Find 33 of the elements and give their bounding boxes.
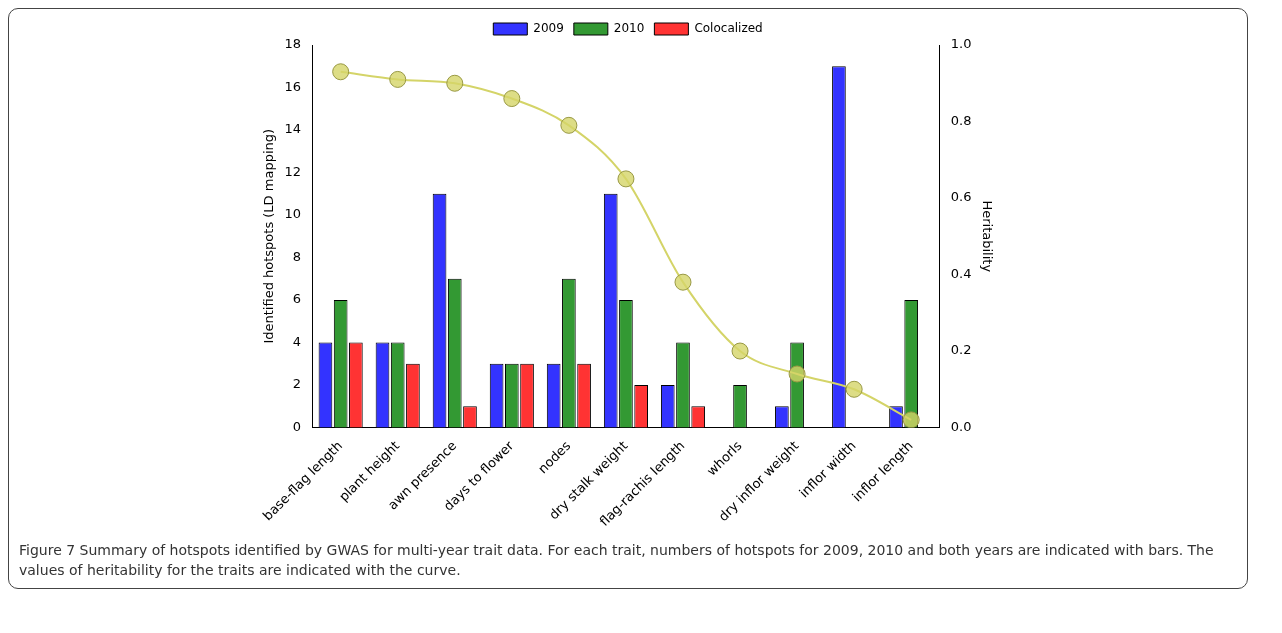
caption: Figure 7 Summary of hotspots identified by GWAS for multi-year trait data. For each trait, numbers of hotspots for 2009, 2010 and both years are indicated with bars. The values of heritability for the traits are indicated with the curve. xyxy=(19,541,1215,580)
y2-tick-label: 0.0 xyxy=(950,418,972,434)
point xyxy=(446,74,464,92)
point xyxy=(332,63,350,81)
legend-label: Colocalized xyxy=(694,21,763,36)
y2-tick-label: 1.0 xyxy=(950,36,972,52)
y-tick-label: 16 xyxy=(284,78,302,94)
legend-label: 2010 xyxy=(613,21,645,36)
point xyxy=(389,70,407,88)
y2-tick-label: 0.8 xyxy=(950,112,972,128)
y-tick-label: 0 xyxy=(292,418,302,434)
point xyxy=(674,273,692,291)
point xyxy=(617,170,635,188)
y-tick-label: 6 xyxy=(292,291,302,307)
y-axis-title: Identified hotspots (LD mapping) xyxy=(261,128,277,344)
y2-axis-title: Heritability xyxy=(979,200,995,273)
point xyxy=(902,411,920,428)
y2-tick-label: 0.4 xyxy=(950,265,972,281)
y-tick-label: 14 xyxy=(284,121,302,137)
point xyxy=(731,342,749,360)
point xyxy=(560,116,578,134)
y-tick-label: 8 xyxy=(292,248,302,264)
point xyxy=(503,90,521,108)
y-tick-label: 18 xyxy=(284,36,302,52)
y-tick-label: 12 xyxy=(284,163,302,179)
legend-label: 2009 xyxy=(533,21,564,36)
y-tick-label: 2 xyxy=(292,376,302,392)
y2-tick-label: 0.6 xyxy=(950,189,972,205)
y-tick-label: 10 xyxy=(284,206,302,222)
point xyxy=(788,365,806,383)
y2-tick-label: 0.2 xyxy=(950,342,972,358)
y-tick-label: 4 xyxy=(292,333,302,349)
point xyxy=(845,380,863,398)
